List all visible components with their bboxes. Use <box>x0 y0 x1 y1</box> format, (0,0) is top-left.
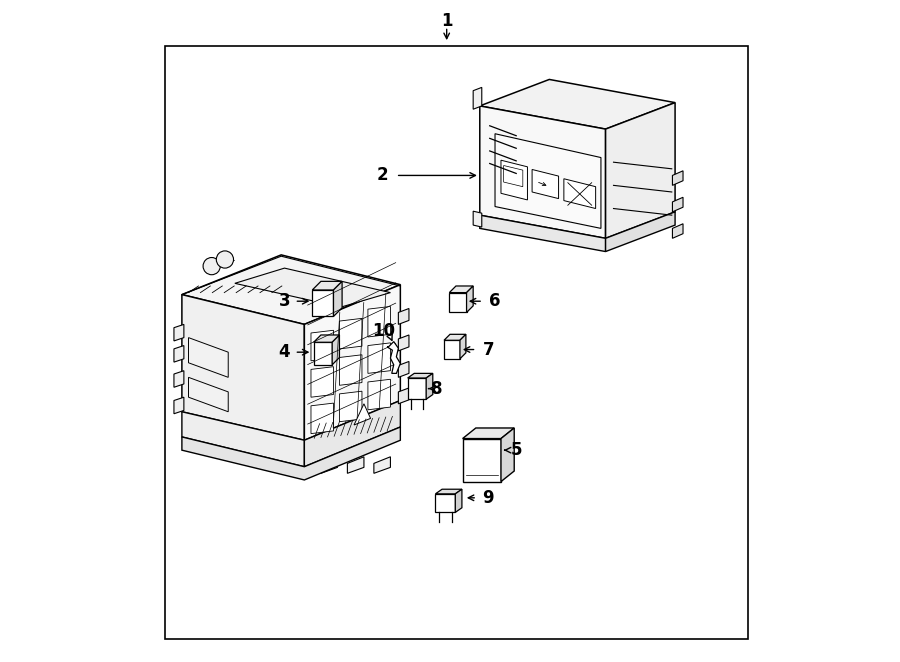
Polygon shape <box>672 197 683 212</box>
Polygon shape <box>321 457 338 473</box>
Text: 7: 7 <box>482 340 494 359</box>
Circle shape <box>203 258 220 275</box>
Polygon shape <box>174 324 184 341</box>
Text: 6: 6 <box>490 292 500 310</box>
Polygon shape <box>399 361 409 377</box>
Polygon shape <box>313 342 332 365</box>
Polygon shape <box>672 171 683 185</box>
Polygon shape <box>495 134 601 228</box>
Polygon shape <box>473 87 482 109</box>
Polygon shape <box>399 308 409 324</box>
Text: 4: 4 <box>279 343 291 361</box>
Polygon shape <box>339 391 362 422</box>
Polygon shape <box>436 489 462 494</box>
Polygon shape <box>304 285 400 440</box>
Polygon shape <box>480 106 606 238</box>
Text: 5: 5 <box>510 441 522 459</box>
Polygon shape <box>312 290 334 316</box>
Polygon shape <box>532 169 559 199</box>
Polygon shape <box>304 401 400 467</box>
Polygon shape <box>182 412 304 467</box>
Polygon shape <box>466 286 473 312</box>
Bar <box>166 46 748 639</box>
Polygon shape <box>374 457 391 473</box>
Polygon shape <box>460 334 466 359</box>
Polygon shape <box>427 373 433 399</box>
Polygon shape <box>606 103 675 238</box>
Polygon shape <box>480 215 606 252</box>
Polygon shape <box>399 335 409 351</box>
Polygon shape <box>188 377 229 412</box>
Polygon shape <box>334 281 342 316</box>
Polygon shape <box>182 295 304 440</box>
Polygon shape <box>313 335 339 342</box>
Polygon shape <box>182 255 400 324</box>
Polygon shape <box>463 439 501 482</box>
Polygon shape <box>235 268 391 307</box>
Polygon shape <box>436 494 455 512</box>
Polygon shape <box>672 224 683 238</box>
Polygon shape <box>444 340 460 359</box>
Polygon shape <box>339 318 362 349</box>
Polygon shape <box>501 428 514 482</box>
Polygon shape <box>354 404 371 425</box>
Polygon shape <box>188 338 229 377</box>
Polygon shape <box>311 403 334 434</box>
Polygon shape <box>332 335 339 365</box>
Polygon shape <box>399 388 409 404</box>
Polygon shape <box>174 371 184 387</box>
Polygon shape <box>408 373 433 378</box>
Text: 9: 9 <box>482 489 494 507</box>
Polygon shape <box>480 79 675 129</box>
Text: 1: 1 <box>441 12 453 30</box>
Text: 2: 2 <box>377 166 388 185</box>
Polygon shape <box>455 489 462 512</box>
Polygon shape <box>312 281 342 290</box>
Text: 8: 8 <box>431 379 443 398</box>
Polygon shape <box>449 293 466 312</box>
Polygon shape <box>449 286 473 293</box>
Polygon shape <box>504 166 523 187</box>
Text: 3: 3 <box>279 292 291 310</box>
Polygon shape <box>368 343 391 373</box>
Polygon shape <box>606 212 675 252</box>
Polygon shape <box>463 428 514 439</box>
Polygon shape <box>368 307 391 337</box>
Circle shape <box>216 251 233 268</box>
Polygon shape <box>174 346 184 362</box>
Polygon shape <box>311 330 334 361</box>
Polygon shape <box>174 397 184 414</box>
Polygon shape <box>444 334 466 340</box>
Text: 10: 10 <box>373 322 395 340</box>
Polygon shape <box>368 379 391 410</box>
Polygon shape <box>387 342 400 373</box>
Polygon shape <box>339 355 362 385</box>
Polygon shape <box>408 378 427 399</box>
Polygon shape <box>564 179 596 209</box>
Polygon shape <box>347 457 364 473</box>
Polygon shape <box>311 367 334 397</box>
Polygon shape <box>473 211 482 227</box>
Polygon shape <box>182 427 400 480</box>
Polygon shape <box>501 160 527 200</box>
